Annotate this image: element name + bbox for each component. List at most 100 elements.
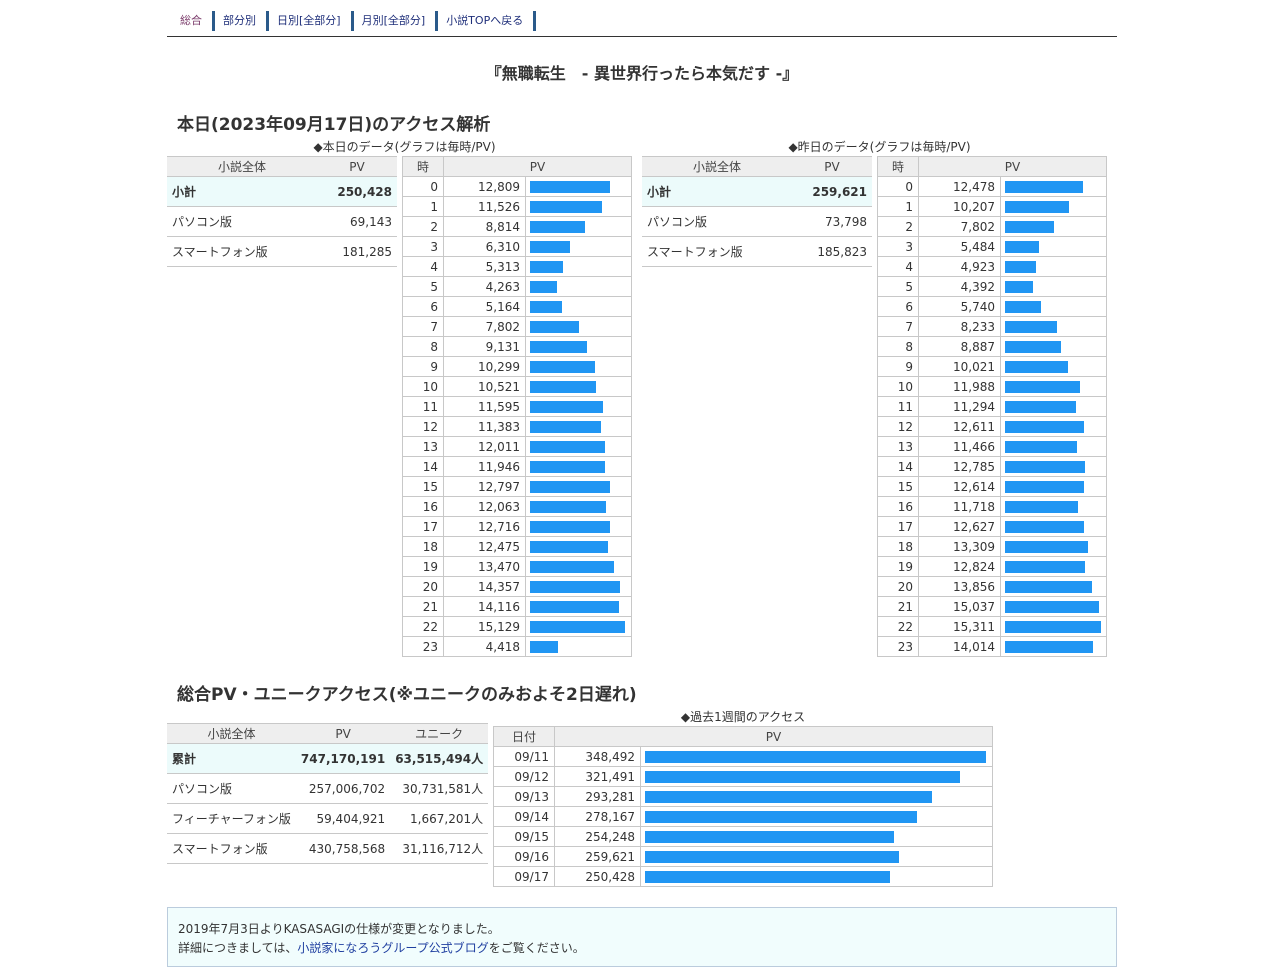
bar-cell <box>1000 276 1107 297</box>
row-pv: 7,802 <box>918 216 1001 237</box>
bar-cell <box>1000 576 1107 597</box>
row-pv: 4,418 <box>443 636 526 657</box>
pv-bar <box>1005 180 1083 193</box>
bar-cell <box>1000 476 1107 497</box>
pv-bar <box>530 220 585 233</box>
col-header: PV <box>918 156 1107 177</box>
row-pv: 12,011 <box>443 436 526 457</box>
table-row: 21 15,037 <box>877 596 1107 617</box>
table-row: 累計 747,170,191 63,515,494人 <box>167 743 489 774</box>
row-pv: 15,037 <box>918 596 1001 617</box>
row-label: 0 <box>877 176 919 197</box>
row-label: 22 <box>877 616 919 637</box>
table-row: パソコン版 73,798 <box>642 206 872 237</box>
row-label: スマートフォン版 <box>642 236 792 267</box>
bar-cell <box>525 636 632 657</box>
bar-cell <box>525 596 632 617</box>
pv-bar <box>1005 420 1084 433</box>
col-header: PV <box>792 156 872 177</box>
bar-cell <box>640 846 993 867</box>
pv-bar <box>645 790 932 803</box>
row-pv: 5,164 <box>443 296 526 317</box>
bar-cell <box>1000 256 1107 277</box>
pv-bar <box>530 260 563 273</box>
row-pv: 14,116 <box>443 596 526 617</box>
row-label: 23 <box>402 636 444 657</box>
pv-bar <box>530 620 625 633</box>
row-pv: 8,887 <box>918 336 1001 357</box>
table-row: 3 6,310 <box>402 236 632 257</box>
row-label: 1 <box>877 196 919 217</box>
table-row: 15 12,797 <box>402 476 632 497</box>
bar-cell <box>640 766 993 787</box>
pv-bar <box>530 440 605 453</box>
pv-bar <box>530 500 606 513</box>
bar-cell <box>1000 456 1107 477</box>
bar-cell <box>1000 636 1107 657</box>
row-label: 19 <box>402 556 444 577</box>
bar-cell <box>525 276 632 297</box>
row-label: 23 <box>877 636 919 657</box>
bar-cell <box>525 356 632 377</box>
row-label: 13 <box>877 436 919 457</box>
row-pv: 12,614 <box>918 476 1001 497</box>
row-label: 16 <box>402 496 444 517</box>
nav-bubun[interactable]: 部分別 <box>215 11 269 31</box>
nav-sogo[interactable]: 総合 <box>172 11 215 31</box>
row-label: 09/14 <box>493 806 555 827</box>
table-row: 10 10,521 <box>402 376 632 397</box>
row-unique: 1,667,201人 <box>390 803 489 834</box>
row-pv: 15,129 <box>443 616 526 637</box>
row-label: 7 <box>402 316 444 337</box>
table-row: 6 5,164 <box>402 296 632 317</box>
row-pv: 7,802 <box>443 316 526 337</box>
col-header: 小説全体 <box>642 156 792 177</box>
nav-monthly[interactable]: 月別[全部分] <box>354 11 439 31</box>
table-row: 12 12,611 <box>877 416 1107 437</box>
table-row: 11 11,294 <box>877 396 1107 417</box>
bar-cell <box>640 806 993 827</box>
row-label: 09/13 <box>493 786 555 807</box>
pv-bar <box>530 360 595 373</box>
row-pv: 321,491 <box>554 766 641 787</box>
row-pv: 747,170,191 <box>295 743 391 774</box>
nav-back-to-top[interactable]: 小説TOPへ戻る <box>438 11 537 31</box>
row-label: 累計 <box>167 743 296 774</box>
today-summary-table: 小説全体 PV 小計 250,428 パソコン版 69,143 スマートフォン版… <box>167 156 397 267</box>
table-row: 3 5,484 <box>877 236 1107 257</box>
row-pv: 181,285 <box>317 236 397 267</box>
bar-cell <box>525 556 632 577</box>
row-pv: 11,294 <box>918 396 1001 417</box>
table-row: 13 12,011 <box>402 436 632 457</box>
pv-bar <box>1005 220 1054 233</box>
bar-cell <box>1000 316 1107 337</box>
row-pv: 5,484 <box>918 236 1001 257</box>
row-pv: 11,466 <box>918 436 1001 457</box>
pv-bar <box>1005 380 1080 393</box>
row-label: パソコン版 <box>642 206 792 237</box>
pv-bar <box>645 770 960 783</box>
pv-bar <box>1005 580 1092 593</box>
official-blog-link[interactable]: 小説家になろうグループ公式ブログ <box>297 941 489 955</box>
row-pv: 5,313 <box>443 256 526 277</box>
row-pv: 254,248 <box>554 826 641 847</box>
row-label: 11 <box>877 396 919 417</box>
bar-cell <box>525 396 632 417</box>
table-row: 22 15,129 <box>402 616 632 637</box>
table-row: パソコン版 69,143 <box>167 206 397 237</box>
pv-bar <box>645 810 917 823</box>
notice-line2: 詳細につきましては、小説家になろうグループ公式ブログをご覧ください。 <box>178 939 1106 958</box>
row-label: 6 <box>877 296 919 317</box>
row-pv: 430,758,568 <box>295 833 391 864</box>
row-pv: 11,383 <box>443 416 526 437</box>
table-row: 8 9,131 <box>402 336 632 357</box>
nav-daily[interactable]: 日別[全部分] <box>269 11 354 31</box>
row-pv: 4,923 <box>918 256 1001 277</box>
pv-bar <box>530 200 602 213</box>
table-row: 4 4,923 <box>877 256 1107 277</box>
pv-bar <box>530 640 558 653</box>
row-label: 09/17 <box>493 866 555 887</box>
table-row: 5 4,392 <box>877 276 1107 297</box>
table-row: 10 11,988 <box>877 376 1107 397</box>
row-label: 1 <box>402 196 444 217</box>
